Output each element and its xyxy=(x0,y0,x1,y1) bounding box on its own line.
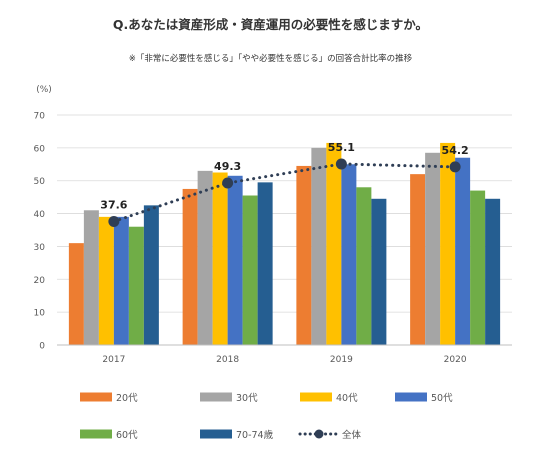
bar xyxy=(257,182,273,345)
bar xyxy=(440,142,456,345)
bar xyxy=(98,216,114,345)
bar xyxy=(455,157,471,345)
x-tick-label: 2019 xyxy=(330,355,353,365)
bar xyxy=(227,175,243,345)
data-label: 49.3 xyxy=(214,160,241,173)
chart-title: Q.あなたは資産形成・資産運用の必要性を感じますか。 xyxy=(112,17,429,32)
bar xyxy=(143,205,159,345)
legend-label: 全体 xyxy=(342,429,362,441)
y-tick-label: 40 xyxy=(34,210,46,220)
y-tick-label: 50 xyxy=(34,177,46,187)
y-tick-label: 20 xyxy=(34,276,46,286)
y-tick-label: 70 xyxy=(34,112,46,122)
y-tick-label: 10 xyxy=(34,309,46,319)
data-label: 37.6 xyxy=(100,198,127,211)
legend-label: 60代 xyxy=(116,430,138,441)
legend-label: 40代 xyxy=(336,393,358,404)
bar xyxy=(212,172,228,345)
bar xyxy=(470,190,486,345)
legend-swatch xyxy=(200,429,232,439)
x-tick-label: 2018 xyxy=(216,355,239,365)
bar xyxy=(128,226,144,345)
legend-label: 50代 xyxy=(431,393,453,404)
legend-label: 70-74歳 xyxy=(236,429,274,441)
bar xyxy=(296,165,312,345)
bar xyxy=(68,243,84,345)
data-label: 55.1 xyxy=(328,141,355,154)
bar xyxy=(485,198,501,345)
line-point xyxy=(222,177,234,189)
bar xyxy=(182,188,198,345)
x-tick-label: 2020 xyxy=(444,355,467,365)
line-series-total xyxy=(112,162,457,223)
y-tick-label: 30 xyxy=(34,243,46,253)
bar xyxy=(410,174,426,345)
bar xyxy=(326,142,342,345)
legend-label: 20代 xyxy=(116,393,138,404)
legend-label: 30代 xyxy=(236,393,258,404)
y-tick-label: 60 xyxy=(34,144,46,154)
legend-swatch xyxy=(395,392,427,402)
bar xyxy=(83,210,99,345)
bar xyxy=(311,147,327,345)
bar xyxy=(242,195,258,345)
bar xyxy=(113,216,129,345)
data-label: 54.2 xyxy=(442,144,469,157)
line-point xyxy=(335,158,347,170)
x-tick-label: 2017 xyxy=(102,355,125,365)
line-point xyxy=(108,215,120,227)
legend-line-marker xyxy=(314,429,324,439)
legend-swatch xyxy=(80,429,112,439)
bar xyxy=(371,198,387,345)
bar xyxy=(197,170,213,345)
chart-subtitle: ※「非常に必要性を感じる」「やや必要性を感じる」の回答合計比率の推移 xyxy=(128,54,413,64)
legend-swatch xyxy=(200,392,232,402)
y-axis-label: (%) xyxy=(36,85,52,95)
line-point xyxy=(449,161,461,173)
bar xyxy=(341,164,357,345)
y-tick-label: 0 xyxy=(39,342,45,352)
legend-swatch xyxy=(300,392,332,402)
bar xyxy=(425,152,441,345)
legend-swatch xyxy=(80,392,112,402)
bar xyxy=(356,187,372,345)
